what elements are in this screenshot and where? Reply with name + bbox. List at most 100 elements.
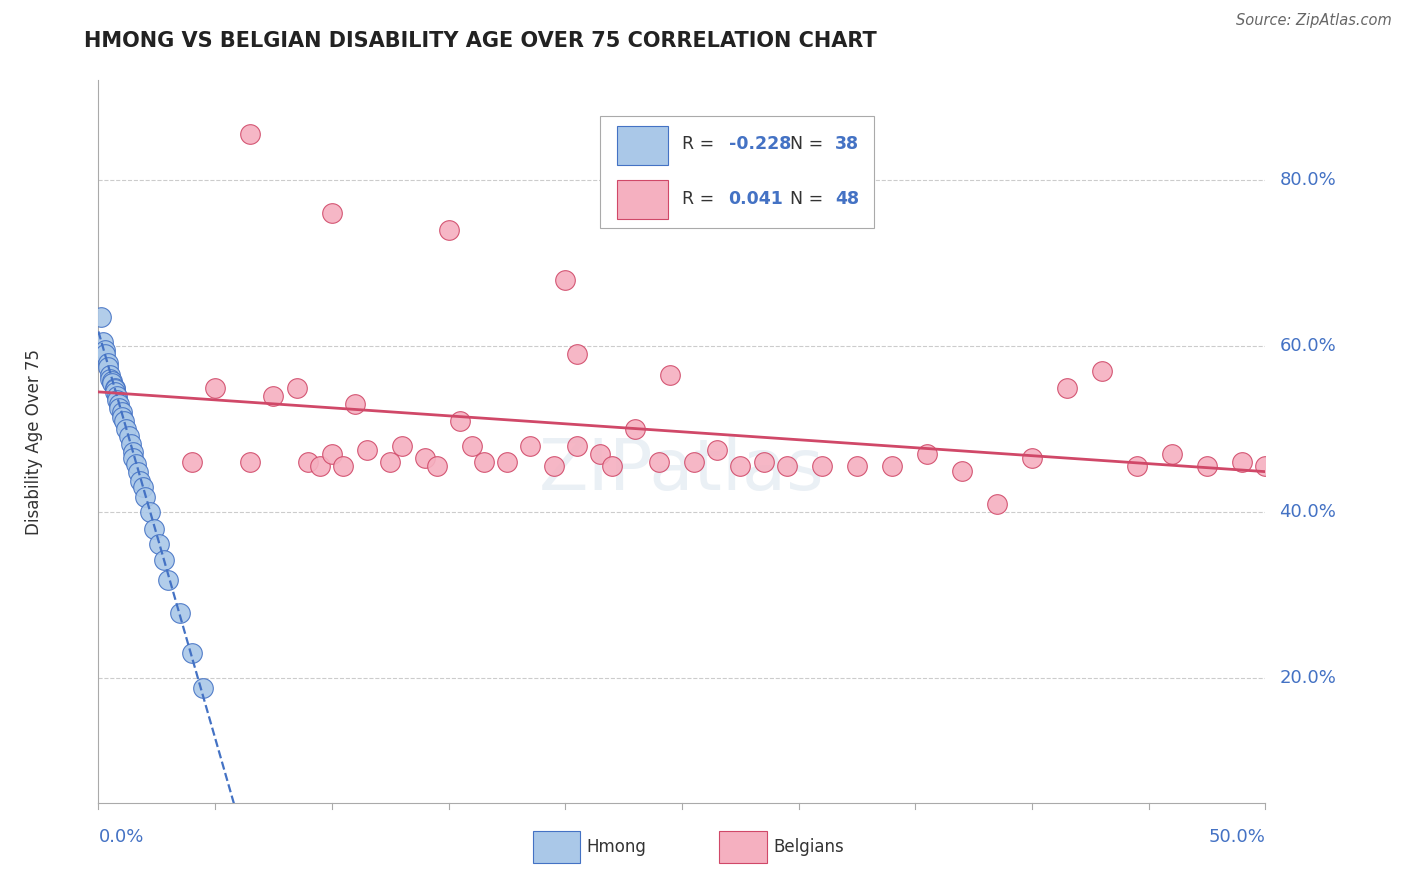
- Point: [565, 439, 588, 453]
- Point: [148, 537, 170, 551]
- Point: [180, 646, 202, 660]
- Point: [915, 447, 938, 461]
- Point: [118, 428, 141, 442]
- Point: [152, 553, 174, 567]
- Point: [115, 422, 138, 436]
- Point: [565, 347, 588, 361]
- Point: [122, 445, 145, 459]
- Point: [101, 376, 124, 391]
- Point: [706, 442, 728, 457]
- Point: [880, 459, 903, 474]
- Point: [111, 409, 134, 424]
- Point: [332, 459, 354, 474]
- Point: [97, 359, 120, 374]
- Point: [730, 459, 752, 474]
- Point: [682, 455, 704, 469]
- Point: [105, 392, 128, 407]
- Point: [143, 522, 166, 536]
- Point: [105, 389, 128, 403]
- Point: [129, 474, 152, 488]
- Point: [122, 451, 145, 466]
- Point: [1195, 459, 1218, 474]
- Point: [97, 356, 120, 370]
- Point: [589, 447, 612, 461]
- Point: [193, 681, 215, 696]
- Point: [1126, 459, 1149, 474]
- Text: N =: N =: [790, 136, 824, 153]
- Point: [239, 128, 262, 142]
- Point: [98, 368, 121, 383]
- Text: Belgians: Belgians: [773, 838, 844, 855]
- Point: [380, 455, 402, 469]
- Point: [262, 389, 284, 403]
- Point: [776, 459, 799, 474]
- Text: HMONG VS BELGIAN DISABILITY AGE OVER 75 CORRELATION CHART: HMONG VS BELGIAN DISABILITY AGE OVER 75 …: [84, 31, 877, 51]
- Point: [426, 459, 449, 474]
- Point: [554, 272, 576, 286]
- Text: 0.0%: 0.0%: [98, 828, 143, 846]
- Point: [413, 451, 436, 466]
- Text: N =: N =: [790, 190, 824, 208]
- Point: [125, 457, 148, 471]
- Text: -0.228: -0.228: [728, 136, 792, 153]
- Point: [204, 380, 226, 394]
- Text: ZIPatlas: ZIPatlas: [538, 436, 825, 505]
- Point: [239, 455, 262, 469]
- Point: [624, 422, 647, 436]
- Point: [98, 372, 121, 386]
- Text: 60.0%: 60.0%: [1279, 337, 1336, 355]
- Text: 38: 38: [835, 136, 859, 153]
- Point: [127, 465, 149, 479]
- Point: [157, 573, 180, 587]
- Point: [108, 397, 131, 411]
- Point: [543, 459, 565, 474]
- Point: [600, 459, 623, 474]
- Point: [169, 607, 191, 621]
- Point: [309, 459, 332, 474]
- Point: [94, 347, 117, 361]
- Text: 20.0%: 20.0%: [1279, 669, 1336, 687]
- Point: [496, 455, 519, 469]
- FancyBboxPatch shape: [617, 180, 668, 219]
- Point: [449, 414, 471, 428]
- Point: [104, 384, 127, 399]
- Point: [101, 374, 124, 388]
- FancyBboxPatch shape: [600, 116, 875, 228]
- Point: [356, 442, 378, 457]
- Point: [647, 455, 669, 469]
- Point: [519, 439, 541, 453]
- FancyBboxPatch shape: [617, 126, 668, 164]
- Point: [108, 401, 131, 416]
- Point: [94, 343, 117, 358]
- Text: Disability Age Over 75: Disability Age Over 75: [25, 349, 44, 534]
- Text: 40.0%: 40.0%: [1279, 503, 1336, 521]
- Point: [112, 414, 135, 428]
- Point: [1161, 447, 1184, 461]
- Text: 48: 48: [835, 190, 859, 208]
- Point: [120, 437, 142, 451]
- Point: [1021, 451, 1043, 466]
- Point: [811, 459, 834, 474]
- Point: [659, 368, 682, 383]
- Point: [104, 380, 127, 394]
- Text: 0.041: 0.041: [728, 190, 783, 208]
- Point: [461, 439, 484, 453]
- Point: [321, 206, 343, 220]
- Point: [344, 397, 367, 411]
- Point: [986, 497, 1008, 511]
- Point: [1230, 455, 1253, 469]
- Text: R =: R =: [682, 136, 714, 153]
- Point: [91, 334, 114, 349]
- Point: [297, 455, 319, 469]
- Point: [1056, 380, 1078, 394]
- Point: [180, 455, 202, 469]
- Point: [950, 464, 973, 478]
- FancyBboxPatch shape: [720, 831, 768, 863]
- Point: [472, 455, 495, 469]
- Point: [321, 447, 343, 461]
- Point: [90, 310, 112, 324]
- Point: [132, 480, 155, 494]
- FancyBboxPatch shape: [533, 831, 581, 863]
- Text: 50.0%: 50.0%: [1209, 828, 1265, 846]
- Point: [391, 439, 413, 453]
